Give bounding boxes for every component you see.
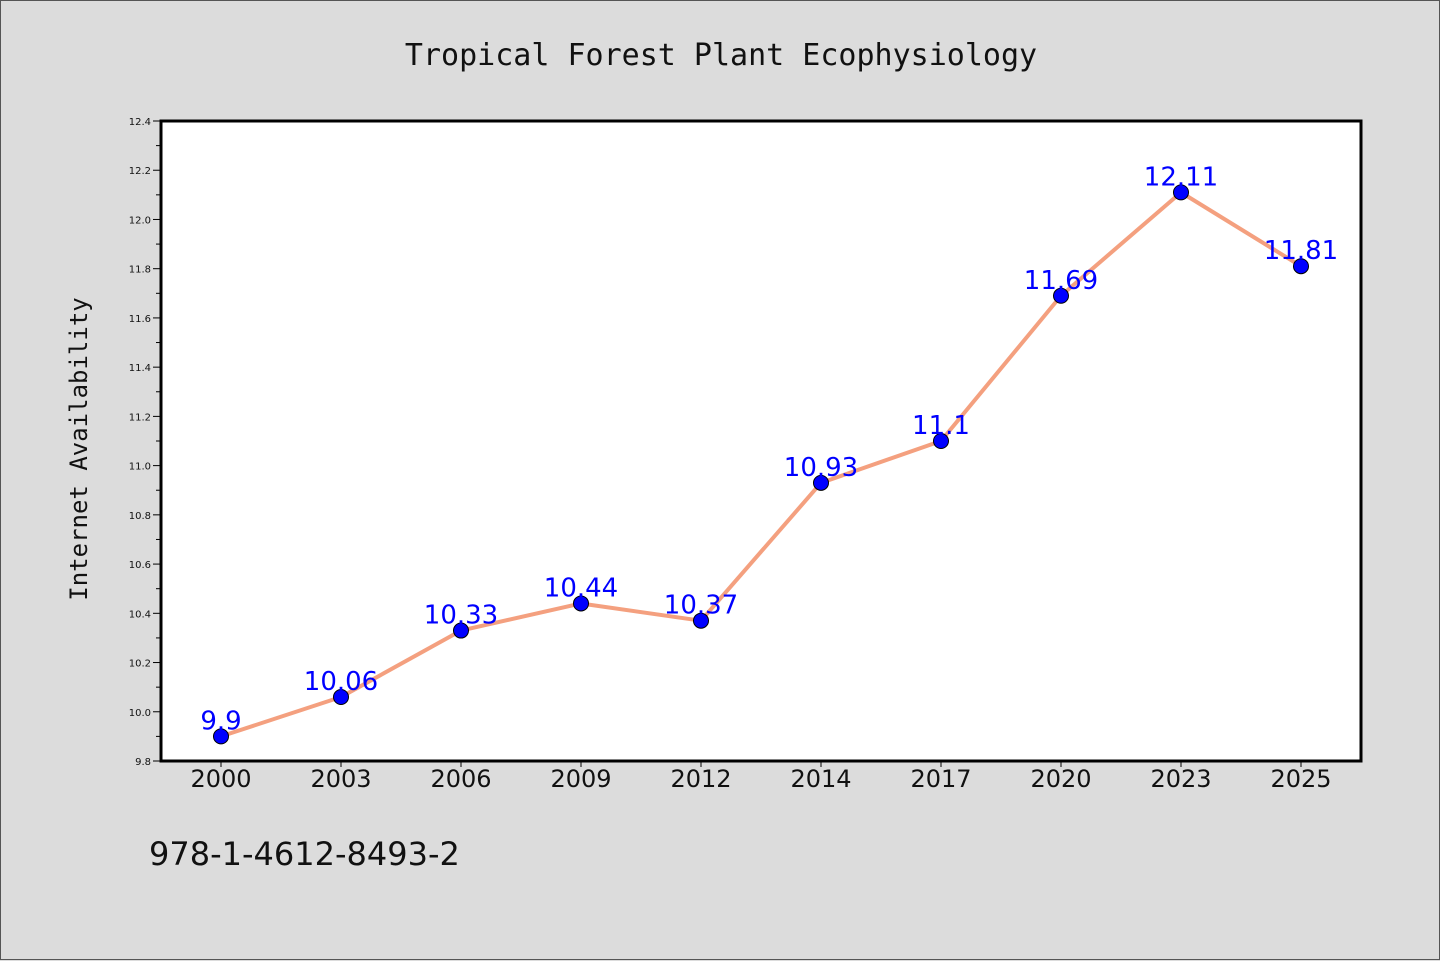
data-label: 11.81: [1264, 236, 1338, 266]
chart-title: Tropical Forest Plant Ecophysiology: [405, 38, 1037, 73]
data-point-marker: [813, 474, 829, 491]
y-tick-label: 11.2: [129, 412, 151, 423]
x-tick-label: 2014: [790, 765, 851, 793]
y-axis-ticks: 9.8 10.0 10.2 10.4 10.6 10.8 11.0 11.2 11.4 11.6 1…: [129, 117, 161, 768]
data-point-marker: [573, 595, 589, 612]
isbn-label: 978-1-4612-8493-2: [149, 835, 460, 873]
x-tick-label: 2006: [430, 765, 491, 793]
x-tick-label: 2009: [550, 765, 611, 793]
y-tick-label: 10.2: [129, 659, 151, 670]
y-tick-label: 10.0: [129, 708, 151, 719]
y-tick-label: 10.8: [129, 511, 151, 522]
y-tick-label: 9.8: [135, 757, 151, 768]
data-point-marker: [213, 728, 229, 745]
data-point-marker: [453, 622, 469, 639]
y-tick-label: 11.8: [129, 265, 151, 276]
data-label: 10.44: [544, 573, 618, 603]
data-label: 10.33: [424, 601, 498, 631]
y-axis-label: Internet Availability: [65, 297, 93, 600]
series-line: [220, 190, 1303, 739]
x-tick-label: 2023: [1150, 765, 1211, 793]
y-tick-label: 11.0: [129, 462, 151, 473]
data-point-marker: [1293, 258, 1309, 275]
x-tick-label: 2025: [1270, 765, 1331, 793]
data-point-marker: [1173, 184, 1189, 201]
data-point-marker: [933, 433, 949, 449]
x-tick-label: 2020: [1030, 765, 1091, 793]
data-label: 10.06: [304, 667, 378, 697]
x-tick-label: 2012: [670, 765, 731, 793]
data-label: 11.69: [1024, 266, 1098, 296]
y-tick-label: 12.2: [129, 166, 151, 177]
y-tick-label: 12.4: [129, 117, 151, 128]
data-labels: 9.9 10.06 10.33 10.44 10.37 10.93 11.1 11.69 12.…: [200, 162, 1338, 736]
x-axis-ticks: 2000 2003 2006 2009 2012 2014 2017 2020 2023 2025: [190, 761, 1332, 793]
data-label: 10.37: [664, 591, 738, 621]
data-label: 11.1: [912, 411, 970, 441]
y-tick-label: 11.4: [129, 363, 151, 374]
data-point-marker: [1053, 287, 1069, 304]
x-tick-label: 2017: [910, 765, 971, 793]
y-tick-label: 10.6: [129, 560, 151, 571]
y-tick-label: 11.6: [129, 314, 151, 325]
data-label: 9.9: [200, 706, 241, 736]
plot-area: [159, 119, 1363, 763]
y-tick-label: 12.0: [129, 215, 151, 226]
y-tick-label: 10.4: [129, 609, 151, 620]
x-tick-label: 2000: [190, 765, 251, 793]
x-tick-label: 2003: [310, 765, 371, 793]
data-label: 12.11: [1144, 162, 1218, 192]
data-point-marker: [333, 689, 349, 705]
data-label: 10.93: [784, 453, 858, 483]
data-point-marker: [693, 612, 709, 629]
series-markers: [213, 184, 1309, 745]
